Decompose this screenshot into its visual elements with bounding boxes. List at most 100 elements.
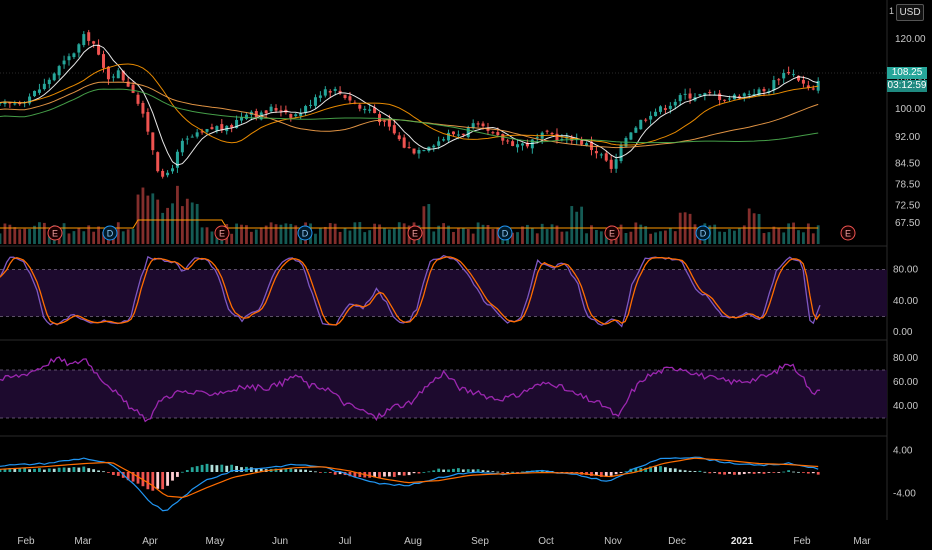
candle[interactable]: [461, 133, 465, 136]
candle[interactable]: [28, 96, 32, 104]
candle[interactable]: [437, 141, 441, 146]
candle[interactable]: [491, 132, 495, 134]
candle[interactable]: [294, 114, 298, 117]
candle[interactable]: [535, 137, 539, 139]
candle[interactable]: [309, 104, 313, 106]
candle[interactable]: [210, 127, 214, 130]
candle[interactable]: [496, 132, 500, 136]
candle[interactable]: [8, 102, 12, 104]
candle[interactable]: [102, 54, 106, 68]
candle[interactable]: [116, 70, 120, 79]
candle[interactable]: [382, 120, 386, 122]
candle[interactable]: [304, 106, 308, 113]
candle[interactable]: [742, 93, 746, 97]
dividend-marker[interactable]: [695, 225, 711, 241]
candle[interactable]: [373, 107, 377, 114]
candle[interactable]: [97, 44, 101, 55]
candle[interactable]: [511, 141, 515, 146]
candle[interactable]: [678, 95, 682, 102]
currency-label[interactable]: USD: [896, 4, 924, 21]
candle[interactable]: [757, 89, 761, 97]
candle[interactable]: [550, 132, 554, 134]
candle[interactable]: [762, 88, 766, 92]
candle[interactable]: [796, 75, 800, 81]
candle[interactable]: [752, 94, 756, 96]
candle[interactable]: [663, 108, 667, 110]
candle[interactable]: [136, 94, 140, 104]
candle[interactable]: [318, 95, 322, 98]
candle[interactable]: [708, 92, 712, 94]
candle[interactable]: [323, 89, 327, 96]
candle[interactable]: [387, 119, 391, 127]
candle[interactable]: [432, 145, 436, 148]
candle[interactable]: [190, 136, 194, 138]
candle[interactable]: [594, 151, 598, 154]
candle[interactable]: [658, 106, 662, 112]
candle[interactable]: [180, 140, 184, 153]
candle[interactable]: [269, 106, 273, 112]
candle[interactable]: [634, 127, 638, 133]
candle[interactable]: [407, 147, 411, 149]
candle[interactable]: [392, 125, 396, 134]
candle[interactable]: [82, 34, 86, 46]
candle[interactable]: [402, 137, 406, 148]
candle[interactable]: [62, 60, 66, 65]
candle[interactable]: [727, 98, 731, 100]
candle[interactable]: [792, 74, 796, 76]
candle[interactable]: [166, 172, 170, 176]
candle[interactable]: [47, 79, 51, 85]
candle[interactable]: [121, 70, 125, 81]
event-markers[interactable]: E E E E ED D D D: [47, 225, 856, 241]
candle[interactable]: [451, 131, 455, 135]
rsi-pane[interactable]: [0, 356, 821, 423]
candle[interactable]: [545, 130, 549, 132]
candle[interactable]: [289, 113, 293, 118]
candle[interactable]: [476, 123, 480, 125]
stochastic-pane[interactable]: [0, 254, 821, 328]
candle[interactable]: [718, 93, 722, 101]
candle[interactable]: [57, 66, 61, 76]
candle[interactable]: [585, 143, 589, 146]
candle[interactable]: [42, 83, 46, 90]
candle[interactable]: [279, 110, 283, 112]
candle[interactable]: [471, 123, 475, 129]
candle[interactable]: [146, 112, 150, 132]
candle[interactable]: [343, 94, 347, 99]
candle[interactable]: [609, 159, 613, 169]
candle[interactable]: [126, 81, 130, 87]
candle[interactable]: [363, 108, 367, 111]
candle[interactable]: [447, 132, 451, 141]
candle[interactable]: [37, 89, 41, 93]
candle[interactable]: [644, 119, 648, 121]
candle[interactable]: [654, 111, 658, 117]
earnings-marker[interactable]: [407, 225, 423, 241]
candle[interactable]: [412, 148, 416, 154]
candle[interactable]: [274, 108, 278, 111]
earnings-marker[interactable]: [840, 225, 856, 241]
candle[interactable]: [456, 134, 460, 136]
candle[interactable]: [801, 79, 805, 84]
candle[interactable]: [516, 144, 520, 148]
candle[interactable]: [87, 32, 91, 41]
candle[interactable]: [141, 102, 145, 114]
candle[interactable]: [417, 150, 421, 154]
candle[interactable]: [215, 126, 219, 131]
candle[interactable]: [397, 135, 401, 140]
candle[interactable]: [560, 139, 564, 141]
candle[interactable]: [787, 72, 791, 74]
dividend-marker[interactable]: [102, 225, 118, 241]
candle[interactable]: [161, 170, 165, 177]
candle[interactable]: [235, 119, 239, 129]
dividend-marker[interactable]: [297, 225, 313, 241]
candle[interactable]: [673, 101, 677, 106]
candle[interactable]: [230, 125, 234, 128]
candle[interactable]: [619, 144, 623, 162]
candle[interactable]: [171, 168, 175, 172]
candle[interactable]: [368, 109, 372, 111]
candle[interactable]: [299, 113, 303, 116]
candle[interactable]: [703, 93, 707, 96]
candle[interactable]: [442, 139, 446, 141]
candle[interactable]: [358, 104, 362, 109]
candle[interactable]: [486, 128, 490, 131]
